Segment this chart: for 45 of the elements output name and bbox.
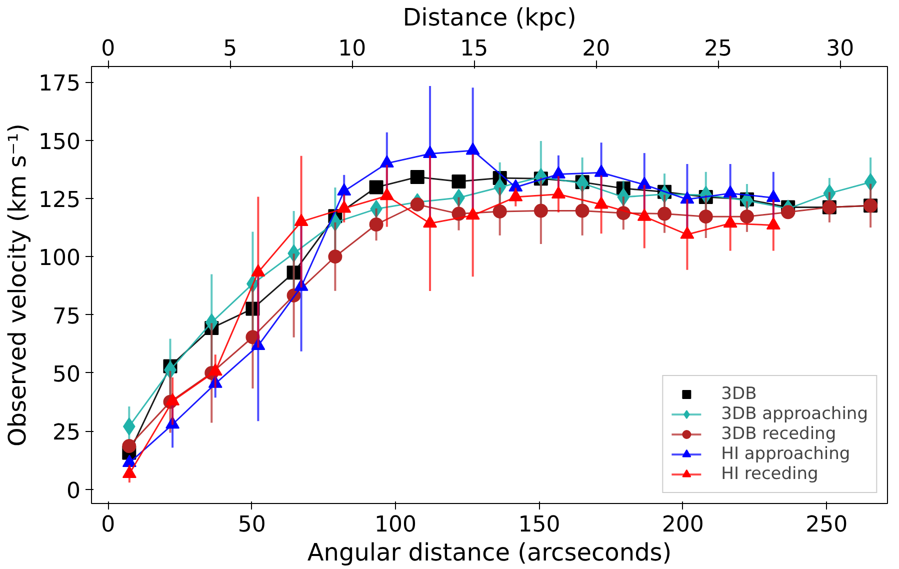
legend-label: HI receding	[721, 464, 818, 484]
x2-tick-label: 25	[704, 36, 732, 62]
x2-tick-label: 10	[338, 36, 366, 62]
x-tick-label: 50	[238, 512, 266, 538]
x-tick-label: 200	[662, 512, 704, 538]
x2-tick-label: 15	[460, 36, 488, 62]
point	[410, 198, 424, 212]
y-tick-label: 75	[52, 304, 81, 330]
point	[122, 454, 136, 468]
y-tick-label: 50	[52, 362, 81, 388]
point	[698, 210, 713, 224]
y-tick-label: 150	[38, 130, 81, 155]
legend-label: 3DB receding	[721, 424, 836, 444]
point	[575, 204, 590, 218]
point	[658, 206, 672, 221]
y-tick-label: 100	[38, 246, 81, 272]
x2-tick-label: 0	[101, 36, 116, 62]
x-tick-label: 0	[101, 512, 116, 538]
x-axis-title: Angular distance (arcseconds)	[307, 538, 672, 566]
point	[122, 417, 136, 436]
x2-axis-title: Distance (kpc)	[402, 4, 576, 32]
y-tick-label: 125	[38, 188, 81, 213]
point	[452, 174, 466, 188]
point	[740, 210, 754, 224]
legend-label: HI approaching	[721, 444, 850, 464]
point	[534, 204, 548, 218]
y-axis-title: Observed velocity (km s⁻¹)	[4, 124, 32, 446]
x-tick-label: 150	[518, 512, 560, 538]
x2-tick-label: 20	[582, 36, 610, 62]
y-tick-label: 25	[52, 420, 81, 446]
x-tick-label: 250	[806, 512, 848, 538]
x2-tick-label: 5	[223, 36, 238, 62]
x2-tick-label: 30	[826, 36, 854, 62]
point	[369, 218, 384, 232]
point	[492, 204, 507, 218]
y-tick-label: 0	[66, 478, 81, 504]
point	[328, 250, 342, 264]
x-tick-label: 100	[374, 512, 417, 538]
point	[369, 180, 384, 194]
point	[781, 205, 796, 220]
point	[122, 439, 136, 454]
point	[410, 170, 424, 184]
legend-label: 3DB approaching	[721, 404, 868, 424]
y-tick-label: 175	[38, 72, 81, 97]
legend-label: 3DB	[721, 384, 757, 404]
